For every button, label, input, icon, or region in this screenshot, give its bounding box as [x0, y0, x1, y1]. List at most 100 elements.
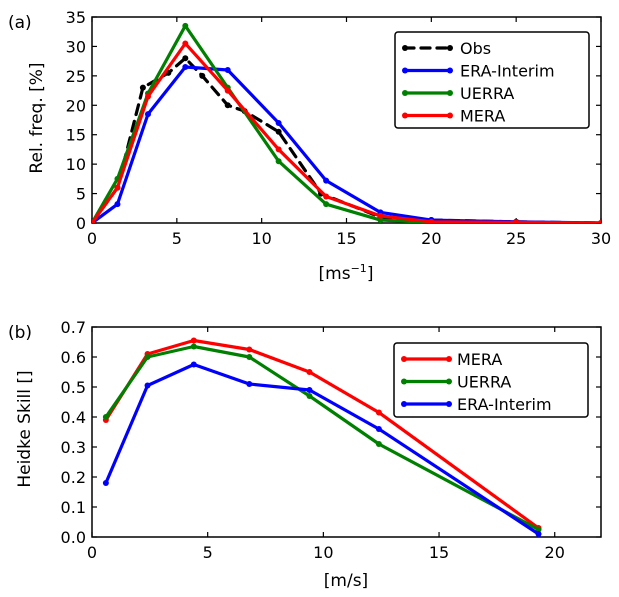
y-tick-label: 0.4	[61, 408, 86, 427]
data-point-uerra	[246, 354, 253, 360]
data-point-mera	[224, 87, 231, 94]
y-tick-label: 0	[76, 214, 86, 233]
data-point-mera	[323, 193, 330, 200]
x-axis-label-a: [ms−1]	[319, 262, 374, 284]
x-tick-label: 10	[251, 229, 271, 248]
y-tick-label: 0.7	[61, 318, 86, 337]
y-tick-label: 0.2	[61, 468, 86, 487]
legend-label: UERRA	[460, 84, 514, 103]
legend-swatch-marker	[447, 45, 453, 51]
data-point-uerra	[375, 441, 382, 447]
y-tick-label: 0.5	[61, 378, 86, 397]
legend-label: Obs	[460, 39, 491, 58]
data-point-era-interim	[306, 387, 313, 393]
legend-swatch-marker	[446, 401, 452, 407]
x-tick-label: 0	[87, 543, 97, 562]
x-tick-label: 15	[429, 543, 449, 562]
legend-label: ERA-Interim	[460, 62, 555, 81]
data-point-uerra	[102, 414, 109, 420]
data-point-era-interim	[144, 382, 151, 389]
data-point-mera	[190, 337, 197, 344]
x-tick-label: 25	[506, 229, 526, 248]
y-tick-label: 0.3	[61, 438, 86, 457]
data-point-uerra	[377, 217, 384, 223]
legend-swatch-marker	[402, 67, 408, 74]
legend-swatch-marker	[402, 112, 408, 119]
data-point-mera	[182, 40, 189, 47]
data-point-mera	[246, 346, 253, 353]
y-tick-label: 0.6	[61, 348, 86, 367]
data-point-era-interim	[375, 426, 382, 432]
data-point-era-interim	[224, 66, 231, 73]
plot-area-frame	[91, 326, 602, 538]
legend-swatch-marker	[446, 378, 452, 385]
data-point-mera	[92, 220, 95, 223]
data-point-era-interim	[246, 381, 253, 387]
legend-swatch-marker	[447, 67, 453, 74]
x-tick-label: 0	[87, 229, 97, 248]
x-tick-label: 10	[313, 543, 333, 562]
data-point-uerra	[306, 393, 313, 399]
legend-swatch-marker	[402, 90, 408, 96]
legend-label: ERA-Interim	[457, 395, 552, 414]
y-axis-label-b: Heidke Skill []	[15, 370, 35, 487]
data-point-era-interim	[102, 480, 109, 486]
data-point-era-interim	[535, 531, 542, 537]
data-point-mera	[275, 146, 282, 153]
data-point-mera	[144, 93, 151, 100]
x-tick-label: 15	[336, 229, 356, 248]
y-tick-label: 0.1	[61, 498, 86, 517]
data-point-obs	[224, 102, 231, 109]
legend-label: MERA	[457, 350, 502, 369]
y-axis-label-a: Rel. freq. [%]	[27, 62, 47, 173]
legend: Obs ERA-Interim UERRA MERA	[394, 31, 590, 129]
data-point-era-interim	[190, 361, 197, 368]
legend: MERA UERRA ERA-Interim	[393, 342, 589, 418]
x-tick-label: 30	[591, 229, 611, 248]
data-point-mera	[377, 212, 384, 219]
data-point-era-interim	[114, 201, 121, 208]
legend-swatch-marker	[402, 45, 408, 51]
x-axis-label-b: [m/s]	[324, 571, 368, 591]
data-point-era-interim	[323, 177, 330, 184]
data-point-uerra	[275, 158, 282, 165]
data-point-uerra	[144, 354, 151, 360]
data-point-mera	[375, 409, 382, 416]
series-group	[102, 337, 542, 537]
chart-panel-b: (b) Heidke Skill [] [m/s] 0 5 10 15 20 0.0 0.1…	[8, 318, 602, 591]
legend-swatch-marker	[401, 356, 407, 362]
data-point-obs	[199, 72, 206, 79]
series-group	[92, 22, 601, 223]
y-tick-label: 30	[66, 37, 86, 56]
y-tick-label: 5	[76, 185, 86, 204]
data-point-uerra	[323, 201, 330, 208]
panel-label-a: (a)	[8, 13, 32, 33]
data-point-era-interim	[182, 64, 189, 71]
data-point-mera	[306, 369, 313, 375]
data-point-mera	[114, 184, 121, 191]
x-tick-label: 20	[421, 229, 441, 248]
legend-swatch-marker	[446, 356, 452, 362]
y-tick-label: 25	[66, 67, 86, 86]
legend-label: UERRA	[457, 373, 511, 392]
data-point-uerra	[190, 343, 197, 350]
data-point-uerra	[182, 22, 189, 29]
data-point-mera	[598, 220, 601, 223]
data-point-obs	[182, 55, 189, 62]
y-tick-label: 35	[66, 8, 86, 27]
y-tick-label: 10	[66, 155, 86, 174]
data-point-mera	[428, 218, 435, 223]
x-tick-label: 5	[172, 229, 182, 248]
y-tick-label: 20	[66, 96, 86, 115]
panel-label-b: (b)	[8, 323, 32, 343]
data-point-era-interim	[275, 119, 282, 126]
legend-swatch-marker	[447, 112, 453, 119]
chart-panel-a: (a) Rel. freq. [%] [ms−1] 0 5 10 15 20 25 30 0 5…	[8, 8, 611, 284]
data-point-mera	[513, 219, 520, 223]
data-point-era-interim	[144, 111, 151, 118]
legend-swatch-marker	[447, 90, 453, 96]
legend-frame	[393, 342, 589, 418]
data-point-obs	[275, 128, 282, 135]
legend-swatch-marker	[401, 378, 407, 385]
